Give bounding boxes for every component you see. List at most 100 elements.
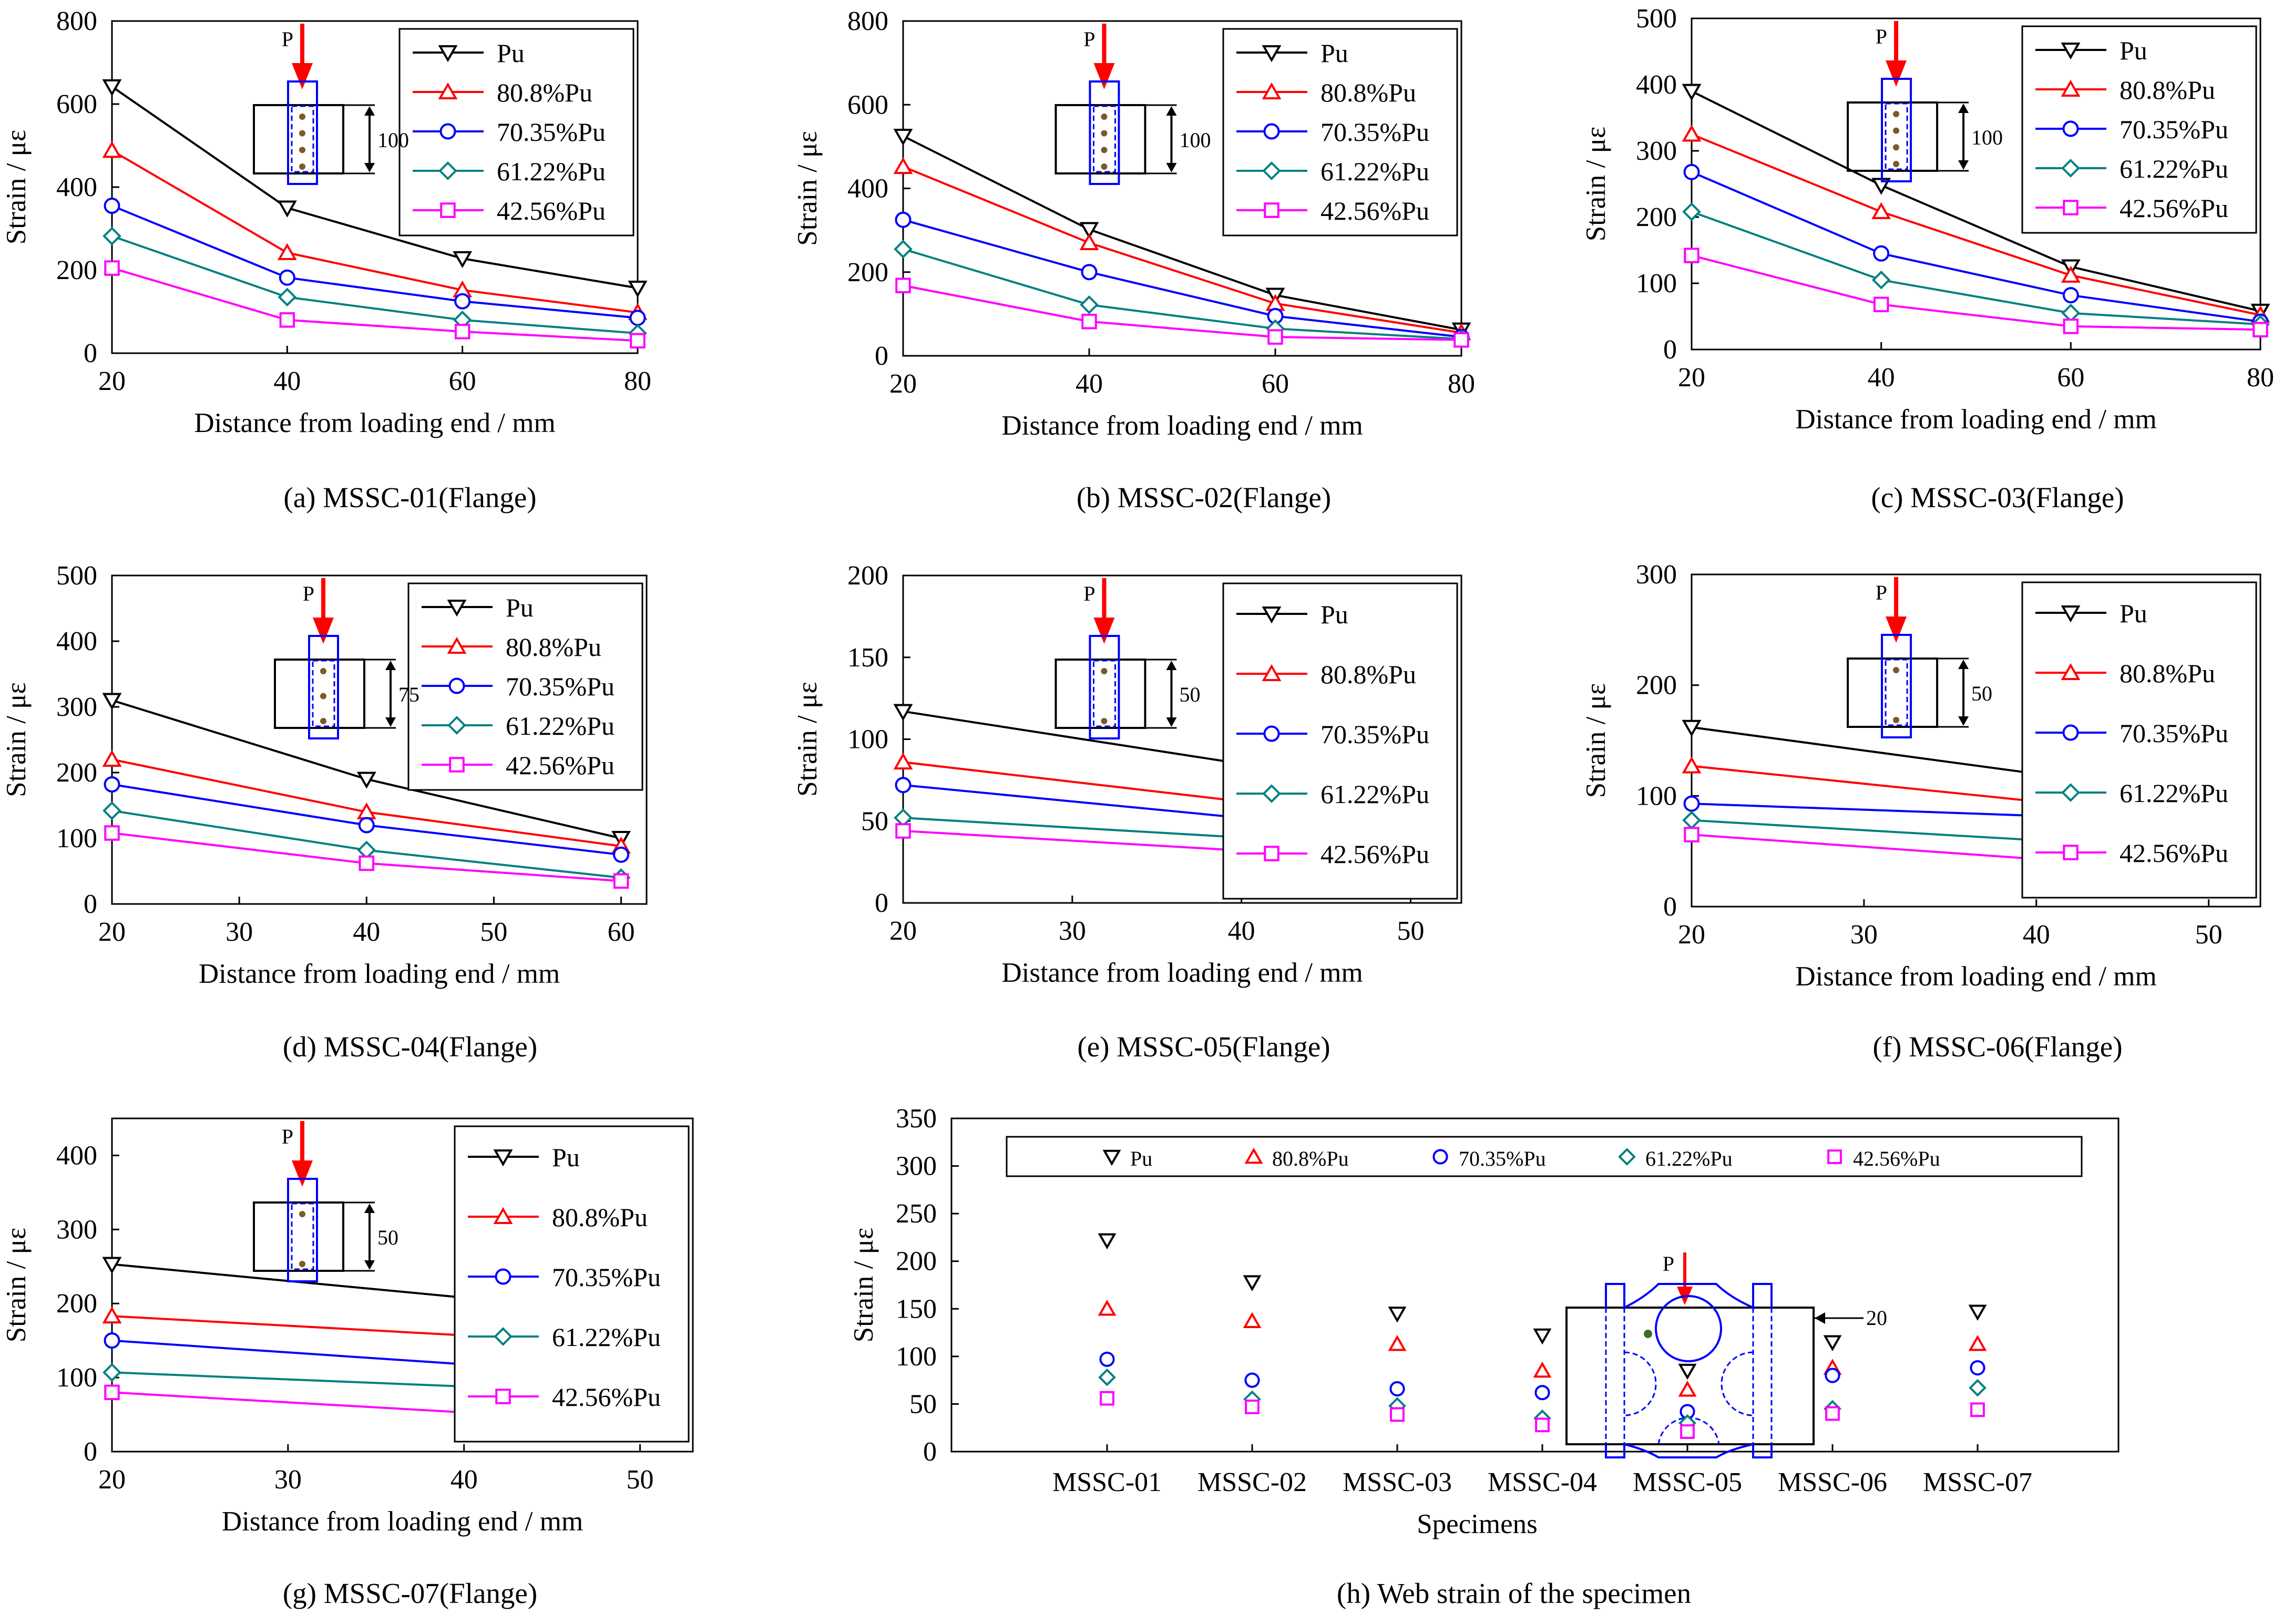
- panel-caption: (d) MSSC-04(Flange): [283, 1031, 537, 1063]
- series-line-pu: [1691, 726, 2037, 775]
- legend-label: 61.22%Pu: [497, 157, 606, 186]
- y-tick-label: 300: [56, 692, 97, 722]
- x-tick-label: 60: [2057, 363, 2084, 393]
- legend-box: [407, 582, 643, 791]
- dim-arrow: [385, 661, 396, 670]
- series-line-80-8pctpu: [111, 149, 638, 314]
- data-point-80-8pctpu: [1682, 756, 1702, 774]
- y-tick-label: 500: [56, 561, 97, 591]
- data-point-42-56pctpu: [279, 312, 295, 328]
- legend-label: 61.22%Pu: [506, 711, 615, 741]
- y-tick-label: 100: [1636, 269, 1677, 299]
- legend-label: 80.8%Pu: [2120, 659, 2215, 688]
- load-arrow-head: [1886, 60, 1907, 87]
- data-point-70-35pctpu: [1099, 1351, 1115, 1367]
- data-point-pu: [277, 200, 297, 218]
- series-line-80-8pctpu: [1691, 765, 2036, 803]
- y-tick-label: 0: [875, 888, 888, 918]
- data-point-80-8pctpu: [2061, 265, 2081, 283]
- y-tick-label: 50: [861, 806, 888, 836]
- chart-panel-c: 0 100 200 300 400 500 20 40 60 80 Distance from lo…: [1581, 4, 2274, 513]
- inset-load-label: P: [282, 27, 293, 51]
- legend-marker-pu: [438, 45, 458, 63]
- y-axis-label: Strain / με: [1, 682, 32, 797]
- load-arrow-head: [1886, 616, 1907, 643]
- strain-gauge-dot: [1893, 111, 1900, 117]
- strain-gauge-dot: [299, 114, 305, 120]
- legend-label: 70.35%Pu: [1320, 720, 1429, 749]
- strain-gauge-dot: [320, 718, 326, 724]
- legend-marker-80-8pctpu: [2061, 663, 2081, 680]
- x-axis-label: Distance from loading end / mm: [199, 959, 560, 989]
- series-line-42-56pctpu: [903, 284, 1462, 341]
- y-tick-label: 200: [896, 1247, 937, 1277]
- data-point-42-56pctpu: [1100, 1391, 1114, 1406]
- inset-dimension-label: 75: [398, 683, 419, 706]
- data-point-61-22pctpu: [1080, 295, 1099, 314]
- series-line-80-8pctpu: [1691, 133, 2261, 316]
- strain-gauge-dot: [299, 163, 305, 170]
- x-tick-label: 60: [608, 917, 635, 947]
- series-line-42-56pctpu: [1691, 254, 2261, 331]
- strain-gauge-dot: [1893, 144, 1900, 151]
- legend-label: 80.8%Pu: [1320, 660, 1416, 689]
- data-point-61-22pctpu: [1098, 1368, 1116, 1386]
- data-point-42-56pctpu: [1535, 1417, 1550, 1433]
- legend-marker-80-8pctpu: [1244, 1147, 1263, 1164]
- data-point-70-35pctpu: [1244, 1372, 1260, 1388]
- x-axis-label: Distance from loading end / mm: [1795, 404, 2156, 435]
- series-line-70-35pctpu: [111, 1339, 464, 1365]
- data-point-70-35pctpu: [2062, 287, 2079, 304]
- data-point-70-35pctpu: [1873, 245, 1890, 262]
- data-point-70-35pctpu: [104, 1332, 120, 1349]
- y-tick-label: 400: [56, 626, 97, 656]
- legend-marker-pu: [1102, 1149, 1121, 1166]
- panel-caption: (h) Web strain of the specimen: [1337, 1577, 1691, 1609]
- panel-caption: (g) MSSC-07(Flange): [283, 1577, 537, 1609]
- legend-label: Pu: [2120, 36, 2147, 65]
- chart-panel-b: 0 200 400 600 800 20 40 60 80 Distance from loadi…: [792, 6, 1475, 513]
- data-point-42-56pctpu: [1873, 296, 1889, 313]
- dim-arrow: [1958, 716, 1969, 726]
- y-tick-label: 0: [84, 889, 97, 919]
- y-tick-label: 100: [1636, 781, 1677, 811]
- x-tick-label: 50: [480, 917, 507, 947]
- plot-frame: [1691, 573, 2261, 908]
- series-line-61-22pctpu: [111, 1371, 464, 1388]
- data-point-pu: [1823, 1335, 1842, 1352]
- series-line-42-56pctpu: [111, 267, 638, 342]
- series-line-pu: [903, 135, 1462, 331]
- panel-caption: (b) MSSC-02(Flange): [1077, 481, 1331, 513]
- data-point-pu: [1388, 1307, 1407, 1323]
- legend-marker-70-35pctpu: [1432, 1149, 1448, 1165]
- inset-load-label: P: [1876, 581, 1887, 604]
- data-point-80-8pctpu: [1533, 1361, 1552, 1378]
- data-point-pu: [1682, 84, 1702, 101]
- data-point-42-56pctpu: [1970, 1402, 1985, 1417]
- data-point-pu: [1682, 720, 1702, 737]
- legend-label: 42.56%Pu: [2120, 193, 2228, 223]
- data-point-pu: [893, 128, 913, 146]
- x-tick-label: MSSC-03: [1343, 1467, 1452, 1497]
- inset-plate: [1055, 104, 1146, 174]
- data-point-pu: [102, 693, 122, 710]
- y-tick-label: 100: [896, 1342, 937, 1372]
- legend-marker-80-8pctpu: [1262, 82, 1282, 99]
- dim-arrow: [1166, 717, 1177, 727]
- data-point-pu: [356, 772, 376, 789]
- data-point-70-35pctpu: [104, 198, 120, 214]
- legend-label: 70.35%Pu: [2120, 718, 2228, 748]
- inset-plate: [253, 1201, 344, 1272]
- data-point-70-35pctpu: [1825, 1368, 1840, 1383]
- legend-marker-70-35pctpu: [1263, 123, 1280, 140]
- inset-load-label: P: [303, 582, 314, 605]
- inset-web: [287, 1178, 318, 1282]
- legend-label: 42.56%Pu: [506, 751, 615, 780]
- legend-marker-42-56pctpu: [2063, 200, 2079, 215]
- legend-marker-42-56pctpu: [1264, 846, 1279, 861]
- data-point-70-35pctpu: [629, 310, 646, 326]
- y-tick-label: 600: [847, 90, 888, 120]
- data-point-80-8pctpu: [1243, 1312, 1262, 1329]
- y-tick-label: 400: [56, 1140, 97, 1170]
- y-tick-label: 0: [1663, 892, 1677, 922]
